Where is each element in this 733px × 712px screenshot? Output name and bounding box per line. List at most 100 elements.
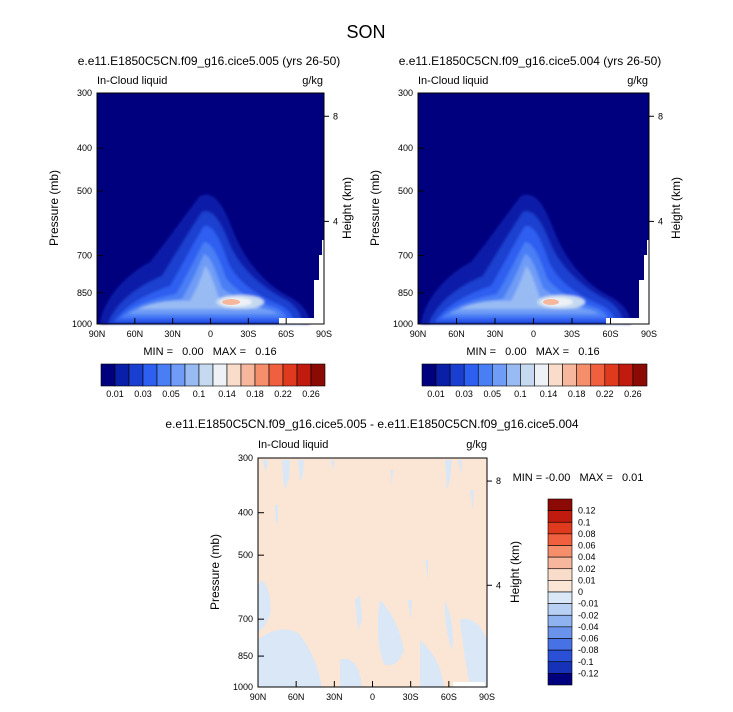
panel-2-x-tick-label: 30S: [564, 329, 580, 339]
panel-2-colorbar-box: [492, 363, 507, 387]
panel-2-x-tick-label: 0: [531, 329, 536, 339]
panel-2-colorbar-label: 0.1: [514, 389, 527, 399]
panel-3-y-tick-label: 400: [238, 508, 253, 518]
panel-3-colorbar-label: -0.08: [578, 645, 599, 655]
panel-3-colorbar-label: -0.12: [578, 668, 599, 678]
panel-1-colorbar-box: [282, 363, 298, 387]
panel-1: e.e11.E1850C5CN.f09_g16.cice5.005 (yrs 2…: [47, 54, 354, 399]
panel-1-y2-tick-label: 4: [333, 216, 338, 226]
panel-2-colorbar-box: [421, 363, 437, 387]
panel-1-colorbar-box: [212, 363, 228, 387]
panel-2-y-tick-label: 1000: [393, 319, 413, 329]
panel-1-colorbar-box: [128, 363, 144, 387]
panel-3-colorbar-label: 0.01: [578, 575, 596, 585]
panel-3: e.e11.E1850C5CN.f09_g16.cice5.005 - e.e1…: [165, 417, 643, 702]
panel-3-x-tick-label: 30N: [326, 692, 343, 702]
panel-1-x-tick-label: 60S: [278, 329, 294, 339]
panel-2-y-axis-label: Pressure (mb): [368, 170, 382, 246]
panel-3-colorbar-box: [547, 661, 573, 674]
panel-1-y2-tick-label: 8: [333, 111, 338, 121]
panel-2-colorbar-label: 0.18: [568, 389, 586, 399]
panel-1-colorbar: 0.01 0.03 0.05 0.1 0.14 0.18 0.22 0.26: [100, 363, 326, 399]
panel-3-title: e.e11.E1850C5CN.f09_g16.cice5.005 - e.e1…: [165, 417, 579, 431]
panel-3-colorbar-label: 0.04: [578, 552, 596, 562]
panel-2-colorbar-box: [604, 363, 620, 387]
panel-2-colorbar-label: 0.22: [596, 389, 614, 399]
panel-3-units-label: g/kg: [466, 439, 487, 451]
panel-2-y-tick-label: 300: [398, 88, 413, 98]
panel-3-colorbar-box: [547, 498, 573, 511]
panel-2: e.e11.E1850C5CN.f09_g16.cice5.004 (yrs 2…: [368, 54, 683, 399]
panel-3-colorbar-label: 0.06: [578, 541, 596, 551]
panel-1-x-tick-label: 90N: [89, 329, 106, 339]
panel-1-colorbar-label: 0.26: [302, 389, 320, 399]
panel-1-y-tick-label: 1000: [72, 319, 92, 329]
panel-2-y-tick-label: 500: [398, 186, 413, 196]
panel-3-x-tick-label: 30S: [403, 692, 419, 702]
panel-3-y-tick-label: 700: [238, 614, 253, 624]
panel-3-colorbar-box: [547, 580, 573, 593]
panel-2-colorbar-box: [477, 363, 493, 387]
panel-1-colorbar-label: 0.1: [193, 389, 206, 399]
panel-2-y-axis: 300 400 500 700 850 1000: [393, 88, 424, 329]
panel-3-y-tick-label: 850: [238, 651, 253, 661]
panel-3-x-tick-label: 0: [370, 692, 375, 702]
panel-1-y-tick-label: 700: [77, 251, 92, 261]
panel-2-x-tick-label: 90N: [410, 329, 427, 339]
panel-3-y-tick-label: 500: [238, 550, 253, 560]
panel-2-min-max: MIN = 0.00 MAX = 0.16: [466, 346, 599, 358]
panel-1-heatmap-field: [97, 93, 324, 324]
panel-3-colorbar-label: 0.12: [578, 506, 596, 516]
panel-2-colorbar-box: [590, 363, 606, 387]
panel-1-x-tick-label: 30N: [164, 329, 181, 339]
panel-3-y-axis: 300 400 500 700 850 1000: [233, 453, 264, 692]
panel-1-colorbar-box: [100, 363, 116, 387]
panel-1-x-tick-label: 90S: [316, 329, 332, 339]
panel-1-colorbar-box: [156, 363, 172, 387]
panel-1-colorbar-box: [310, 363, 326, 387]
panel-1-y-axis: 300 400 500 700 850 1000: [72, 88, 103, 329]
panel-1-colorbar-label: 0.01: [106, 389, 124, 399]
panel-3-colorbar-label: 0.1: [578, 517, 591, 527]
panel-2-units-label: g/kg: [627, 75, 648, 87]
panel-2-colorbar-box: [449, 363, 465, 387]
panel-3-colorbar-label: 0.02: [578, 564, 596, 574]
panel-2-colorbar-box: [618, 363, 634, 387]
panel-3-colorbar-box: [547, 626, 573, 639]
panel-2-colorbar-box: [562, 363, 577, 387]
panel-3-y-tick-label: 300: [238, 453, 253, 463]
panel-1-colorbar-label: 0.14: [218, 389, 236, 399]
panel-2-colorbar-box: [534, 363, 549, 387]
panel-1-colorbar-label: 0.05: [162, 389, 180, 399]
panel-1-colorbar-box: [184, 363, 200, 387]
panel-3-x-tick-label: 60N: [288, 692, 305, 702]
panel-1-units-label: g/kg: [302, 75, 323, 87]
panel-2-colorbar-label: 0.03: [455, 389, 473, 399]
panel-2-colorbar-box: [506, 363, 521, 387]
panel-3-colorbar-label: -0.06: [578, 634, 599, 644]
panel-3-colorbar-box: [547, 649, 573, 663]
panel-2-x-tick-label: 60S: [602, 329, 618, 339]
panel-3-colorbar-box: [547, 510, 573, 523]
panel-3-colorbar-box: [547, 556, 573, 570]
panel-3-y-tick-label: 1000: [233, 682, 253, 692]
panel-3-y2-axis-label: Height (km): [508, 541, 522, 603]
panel-1-title: e.e11.E1850C5CN.f09_g16.cice5.005 (yrs 2…: [78, 54, 341, 68]
panel-3-colorbar-box: [547, 533, 573, 546]
panel-3-x-axis: 90N 60N 30N 0 30S 60S 90S: [250, 681, 495, 702]
panel-1-y2-axis: 84: [324, 111, 338, 226]
panel-3-x-tick-label: 90S: [479, 692, 495, 702]
panel-3-colorbar-box: [547, 673, 573, 686]
panel-3-colorbar-label: 0: [578, 587, 583, 597]
panel-3-colorbar-box: [547, 521, 573, 535]
panel-2-y-tick-label: 400: [398, 143, 413, 153]
panel-1-y-tick-label: 300: [77, 88, 92, 98]
panel-1-x-tick-label: 30S: [240, 329, 256, 339]
panel-3-colorbar-box: [547, 545, 573, 558]
page-title: SON: [346, 22, 385, 42]
panel-2-y-tick-label: 850: [398, 288, 413, 298]
panel-1-variable-label: In-Cloud liquid: [97, 75, 167, 87]
panel-3-colorbar-box: [547, 614, 573, 628]
panel-2-x-tick-label: 90S: [641, 329, 657, 339]
